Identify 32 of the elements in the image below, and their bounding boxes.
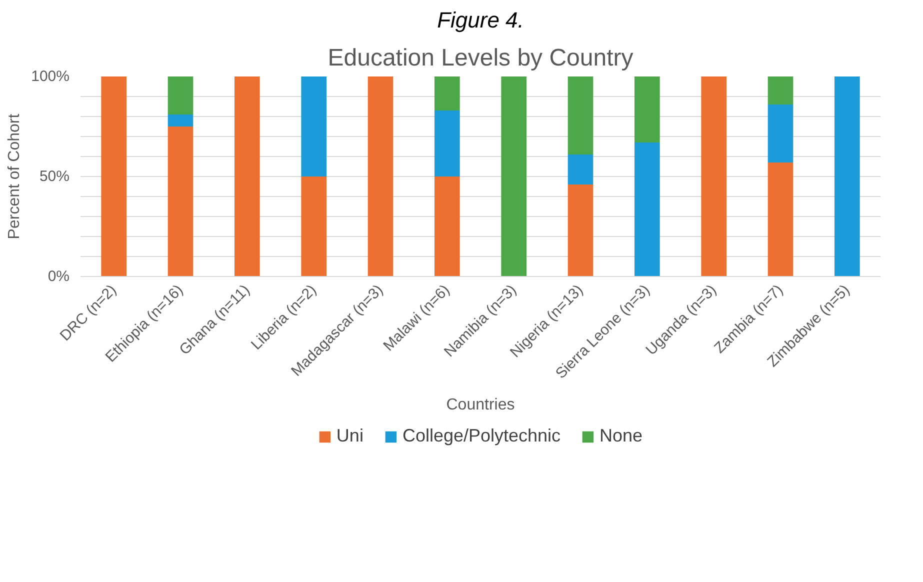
bar bbox=[568, 184, 594, 276]
bar bbox=[301, 176, 326, 276]
y-tick-label: 0% bbox=[48, 268, 70, 285]
bar bbox=[768, 104, 794, 162]
y-tick-label: 100% bbox=[31, 68, 70, 85]
bar bbox=[234, 76, 260, 276]
bar bbox=[834, 76, 860, 276]
bar bbox=[768, 162, 794, 276]
bar bbox=[168, 114, 194, 126]
legend-label: Uni bbox=[336, 426, 364, 446]
bar bbox=[434, 176, 460, 276]
chart-title: Figure 4. bbox=[437, 8, 524, 32]
y-axis-title: Percent of Cohort bbox=[6, 113, 24, 240]
x-axis-title: Countries bbox=[446, 396, 515, 414]
bar bbox=[368, 76, 394, 276]
bar bbox=[101, 76, 126, 276]
bar bbox=[768, 76, 794, 104]
bar bbox=[634, 76, 660, 142]
bar bbox=[634, 142, 660, 276]
bar bbox=[501, 76, 526, 276]
bar bbox=[701, 76, 726, 276]
bar bbox=[568, 154, 594, 184]
legend-label: None bbox=[600, 426, 643, 446]
y-tick-label: 50% bbox=[39, 168, 70, 185]
bar bbox=[568, 76, 594, 154]
bar bbox=[434, 76, 460, 110]
legend-label: College/Polytechnic bbox=[402, 426, 561, 446]
bar bbox=[168, 126, 194, 276]
chart-subtitle: Education Levels by Country bbox=[328, 44, 634, 72]
bar bbox=[434, 110, 460, 176]
bar bbox=[301, 76, 326, 176]
bar bbox=[168, 76, 194, 114]
